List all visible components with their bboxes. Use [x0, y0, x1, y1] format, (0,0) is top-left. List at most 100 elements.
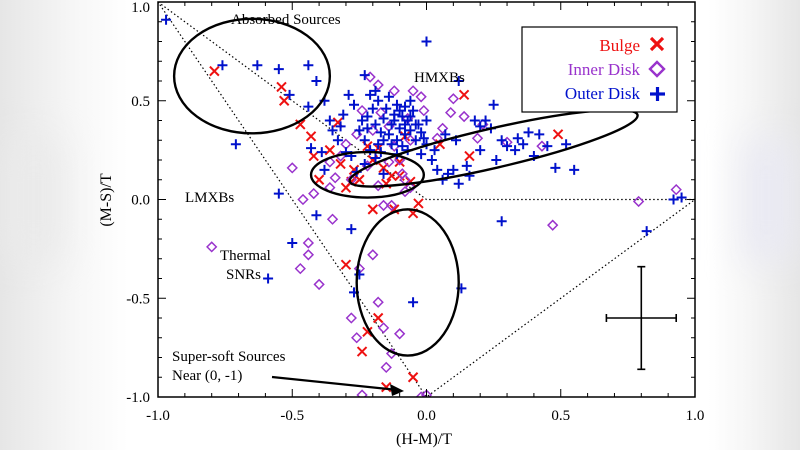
x-tick-label-3: 0.5: [551, 408, 570, 424]
point-bulge-2: [278, 95, 290, 106]
point-inner-disk-11: [367, 249, 379, 261]
point-outer-disk-41: [432, 164, 443, 175]
point-outer-disk-15: [354, 125, 365, 136]
point-inner-disk-53: [356, 389, 368, 397]
point-inner-disk-16: [393, 328, 406, 340]
left-margin-backdrop: [0, 0, 128, 450]
legend-label-outer-disk: Outer Disk: [565, 84, 641, 103]
point-outer-disk-49: [480, 115, 491, 126]
point-inner-disk-62: [445, 106, 457, 119]
point-outer-disk-62: [496, 216, 507, 227]
point-outer-disk-34: [405, 125, 416, 136]
point-outer-disk-48: [475, 121, 486, 132]
x-tick-label-1: -0.5: [280, 408, 304, 424]
point-outer-disk-59: [641, 226, 652, 237]
point-outer-disk-65: [421, 36, 432, 47]
point-inner-disk-55: [420, 389, 433, 397]
point-outer-disk-114: [534, 129, 545, 140]
point-outer-disk-47: [469, 115, 480, 126]
point-outer-disk-52: [502, 141, 513, 152]
point-inner-disk-56: [329, 172, 341, 184]
point-inner-disk-12: [372, 296, 384, 308]
point-outer-disk-32: [400, 101, 411, 112]
point-outer-disk-89: [410, 119, 421, 130]
point-outer-disk-40: [426, 155, 437, 165]
y-tick-label-0: -1.0: [126, 390, 150, 406]
point-outer-disk-112: [512, 133, 523, 144]
point-outer-disk-26: [383, 91, 394, 102]
point-outer-disk-10: [324, 115, 335, 126]
point-outer-disk-113: [523, 127, 534, 138]
point-outer-disk-102: [405, 95, 416, 106]
point-inner-disk-51: [670, 183, 682, 196]
point-inner-disk-60: [324, 156, 336, 168]
point-outer-disk-18: [362, 111, 373, 122]
point-inner-disk-4: [286, 162, 298, 174]
annotation-snrs: SNRs: [226, 267, 261, 283]
point-outer-disk-91: [418, 133, 429, 144]
point-inner-disk-26: [356, 104, 368, 117]
point-outer-disk-25: [381, 103, 392, 114]
point-outer-disk-64: [453, 76, 464, 86]
supersoft-arrowhead: [390, 384, 404, 396]
point-outer-disk-60: [668, 194, 679, 205]
point-outer-disk-1: [217, 60, 228, 71]
point-outer-disk-116: [491, 155, 502, 165]
point-bulge-22: [413, 198, 424, 209]
point-inner-disk-61: [404, 134, 417, 146]
point-inner-disk-18: [407, 85, 419, 97]
point-bulge-4: [305, 131, 317, 142]
point-outer-disk-80: [370, 153, 381, 164]
point-inner-disk-54: [415, 391, 427, 397]
point-bulge-33: [552, 129, 564, 140]
legend-label-inner-disk: Inner Disk: [568, 60, 641, 79]
legend-label-bulge: Bulge: [599, 36, 640, 55]
point-outer-disk-97: [370, 85, 381, 96]
point-inner-disk-28: [372, 79, 384, 91]
point-inner-disk-44: [458, 110, 470, 123]
point-inner-disk-20: [418, 104, 430, 117]
annotation-lmxbs: LMXBs: [185, 190, 234, 206]
x-tick-label-0: -1.0: [146, 408, 170, 424]
point-outer-disk-100: [394, 105, 405, 116]
legend-marker-inner-disk: [648, 60, 666, 78]
point-outer-disk-56: [542, 141, 553, 152]
legend-marker-outer-disk: [650, 87, 665, 101]
x-tick-label-2: 0.0: [417, 408, 436, 424]
x-axis-title: (H-M)/T: [396, 431, 452, 448]
point-outer-disk-95: [335, 121, 346, 132]
point-outer-disk-24: [378, 113, 389, 124]
point-outer-disk-29: [391, 99, 402, 110]
point-inner-disk-9: [351, 332, 363, 344]
point-bulge-25: [367, 204, 379, 215]
point-inner-disk-19: [415, 91, 427, 103]
typical-error-bar: [605, 265, 678, 371]
right-margin-backdrop: [708, 0, 800, 450]
point-outer-disk-5: [284, 89, 295, 100]
point-inner-disk-35: [372, 180, 384, 192]
point-outer-disk-0: [161, 14, 172, 25]
annotation-near-origin: Near (0, -1): [172, 368, 242, 384]
annotation-hmxbs: HMXBs: [414, 70, 465, 86]
point-bulge-35: [324, 144, 336, 156]
supersoft-arrow: [271, 375, 399, 392]
point-bulge-28: [340, 259, 352, 270]
point-outer-disk-44: [448, 164, 459, 175]
point-outer-disk-96: [316, 147, 327, 158]
point-inner-disk-52: [297, 193, 309, 206]
point-outer-disk-83: [386, 139, 397, 150]
point-bulge-26: [362, 326, 373, 338]
point-inner-disk-43: [447, 93, 460, 105]
annotation-absorbed-sources: Absorbed Sources: [231, 12, 341, 28]
point-outer-disk-103: [362, 123, 373, 134]
point-bulge-32: [464, 150, 475, 162]
annotation-supersoft: Super-soft Sources: [172, 349, 286, 365]
point-outer-disk-93: [346, 224, 357, 235]
point-outer-disk-54: [518, 139, 529, 150]
point-inner-disk-7: [326, 213, 339, 225]
point-inner-disk-5: [308, 187, 320, 200]
point-bulge-0: [209, 65, 220, 77]
point-outer-disk-51: [496, 135, 507, 146]
